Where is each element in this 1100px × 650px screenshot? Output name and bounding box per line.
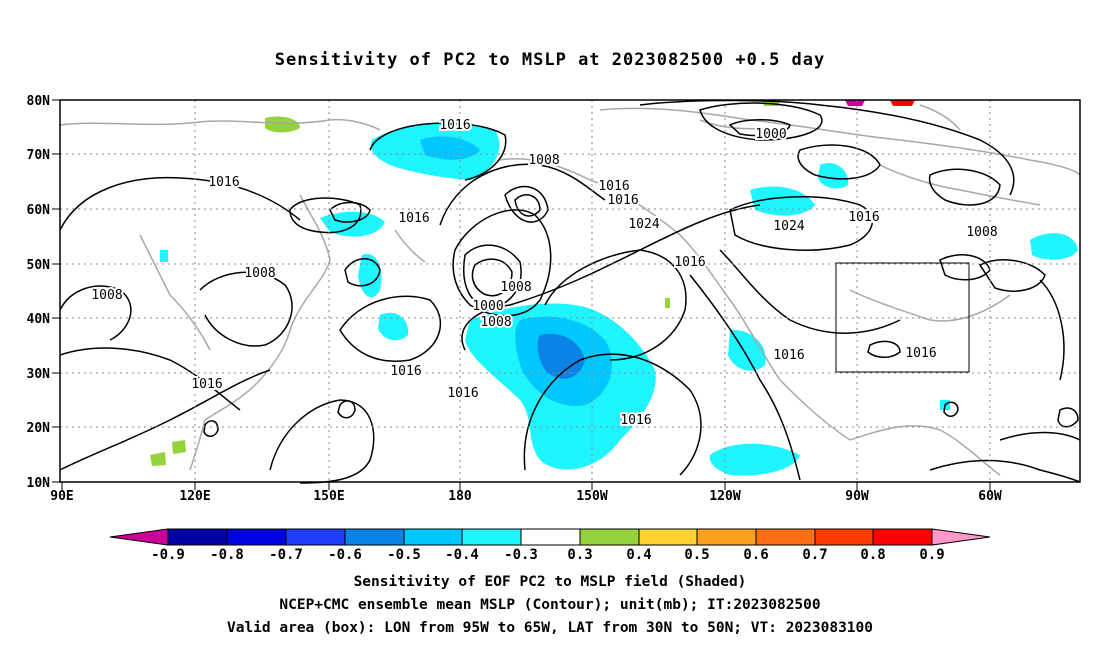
caption-line-1: Sensitivity of EOF PC2 to MSLP field (Sh… <box>353 574 747 590</box>
lon-label: 90E <box>50 489 73 504</box>
lat-label: 60N <box>27 203 51 218</box>
map-frame <box>59 99 1081 483</box>
contour-label: 1008 <box>244 266 275 281</box>
contour-label: 1016 <box>398 211 429 226</box>
colorbar-label: 0.3 <box>567 547 592 563</box>
contour-label: 1008 <box>480 315 511 330</box>
colorbar-label: 0.4 <box>626 547 651 563</box>
contour-label: 1008 <box>91 288 122 303</box>
lat-label: 10N <box>27 476 51 491</box>
colorbar-label: -0.8 <box>210 547 244 563</box>
colorbar-label: 0.5 <box>684 547 709 563</box>
colorbar-segment <box>814 528 874 546</box>
colorbar-label: -0.6 <box>328 547 362 563</box>
contour-label: 1016 <box>607 193 638 208</box>
lon-label: 150W <box>576 489 607 504</box>
contour-label: 1024 <box>773 219 804 234</box>
colorbar-label: -0.9 <box>151 547 185 563</box>
colorbar-label: 0.8 <box>860 547 885 563</box>
lat-label: 70N <box>27 148 51 163</box>
colorbar: -0.9 -0.8 -0.7 -0.6 -0.5 -0.4 -0.3 0.3 0… <box>109 528 991 563</box>
colorbar-segment <box>109 528 169 546</box>
colorbar-label: 0.7 <box>802 547 827 563</box>
colorbar-segment <box>579 528 640 546</box>
contour-label: 1008 <box>528 153 559 168</box>
contour-label: 1016 <box>191 377 222 392</box>
sensitivity-shading <box>150 100 1078 476</box>
longitude-labels: 90E 120E 150E 180 150W 120W 90W 60W <box>50 489 1002 504</box>
lon-label: 120E <box>179 489 210 504</box>
colorbar-segment <box>285 528 346 546</box>
lon-label: 150E <box>313 489 344 504</box>
colorbar-label: -0.5 <box>387 547 421 563</box>
contour-label: 1016 <box>905 346 936 361</box>
colorbar-label: -0.3 <box>504 547 538 563</box>
colorbar-segment <box>931 528 991 546</box>
lon-label: 60W <box>978 489 1002 504</box>
colorbar-label: 0.9 <box>919 547 944 563</box>
contour-label: 1008 <box>500 280 531 295</box>
colorbar-segment <box>403 528 463 546</box>
colorbar-segment <box>461 528 522 546</box>
lon-label: 120W <box>709 489 740 504</box>
latitude-labels: 80N 70N 60N 50N 40N 30N 20N 10N <box>27 94 51 491</box>
contour-label: 1016 <box>390 364 421 379</box>
contour-label: 1016 <box>439 118 470 133</box>
lon-label: 180 <box>448 489 472 504</box>
contour-label: 1024 <box>628 217 659 232</box>
colorbar-segment <box>696 528 757 546</box>
caption-line-2: NCEP+CMC ensemble mean MSLP (Contour); u… <box>279 597 821 613</box>
contour-label: 1000 <box>472 299 503 314</box>
colorbar-label: -0.4 <box>445 547 479 563</box>
contour-labels: 1016 1008 1016 1008 1008 1016 1016 1016 … <box>89 116 999 430</box>
caption-line-3: Valid area (box): LON from 95W to 65W, L… <box>226 620 873 636</box>
colorbar-segment <box>638 528 698 546</box>
contour-label: 1016 <box>848 210 879 225</box>
contour-label: 1000 <box>755 127 786 142</box>
colorbar-segment <box>167 528 228 546</box>
contour-label: 1016 <box>447 386 478 401</box>
lat-label: 20N <box>27 421 51 436</box>
contour-label: 1016 <box>208 175 239 190</box>
lat-label: 50N <box>27 258 51 273</box>
lat-label: 40N <box>27 312 51 327</box>
lat-label: 80N <box>27 94 51 109</box>
chart-title: Sensitivity of PC2 to MSLP at 2023082500… <box>274 50 826 70</box>
lon-label: 90W <box>845 489 869 504</box>
gridlines <box>60 100 1080 482</box>
colorbar-segment <box>520 528 581 546</box>
colorbar-segment <box>872 528 933 546</box>
colorbar-segment <box>226 528 287 546</box>
contour-label: 1016 <box>598 179 629 194</box>
contour-label: 1016 <box>773 348 804 363</box>
contour-label: 1016 <box>674 255 705 270</box>
lat-label: 30N <box>27 367 51 382</box>
colorbar-segment <box>755 528 816 546</box>
colorbar-label: -0.7 <box>269 547 303 563</box>
contour-label: 1008 <box>966 225 997 240</box>
colorbar-label: 0.6 <box>743 547 768 563</box>
contour-label: 1016 <box>620 413 651 428</box>
axis-ticks <box>52 99 991 490</box>
colorbar-segment <box>344 528 405 546</box>
